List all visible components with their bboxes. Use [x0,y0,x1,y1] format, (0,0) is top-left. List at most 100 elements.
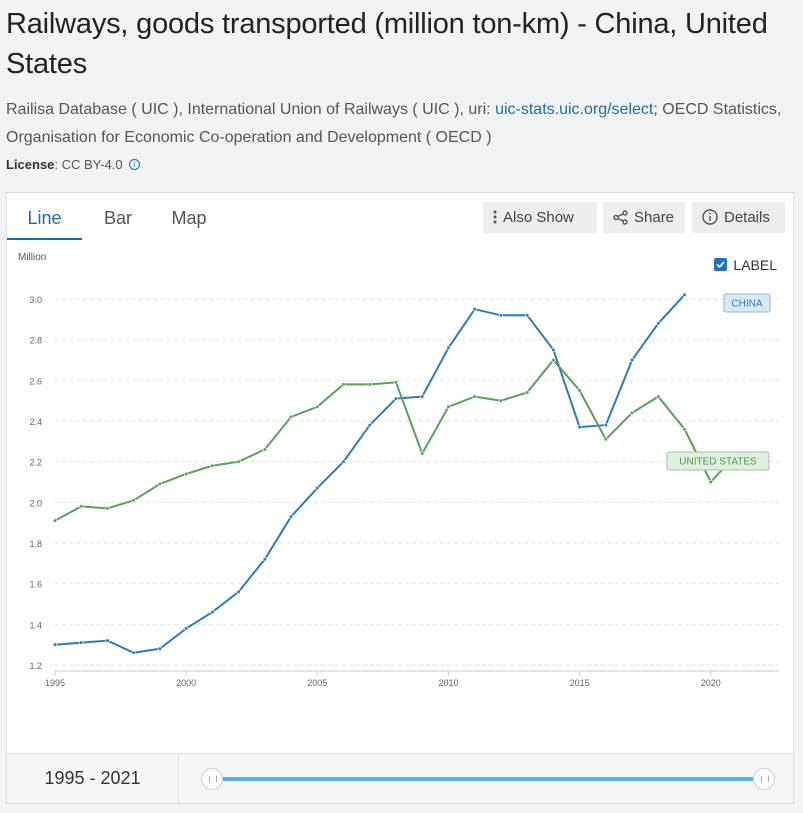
series-label-box [666,451,770,471]
data-point [472,394,477,399]
source-link[interactable]: uic-stats.uic.org/select [495,101,654,118]
data-point [393,380,399,385]
info-circle-icon [702,209,718,225]
tab-line[interactable]: Line [7,193,82,240]
label-toggle-text: LABEL [733,257,777,273]
data-point [577,425,582,430]
y-tick-label: 2.6 [29,376,42,386]
x-tick-label: 2010 [438,678,458,688]
tab-bar[interactable]: Bar [103,208,132,228]
data-point [420,394,425,399]
series-label-text: CHINA [731,299,762,310]
data-point [210,610,215,615]
y-tick-label: 2.8 [29,336,42,346]
data-point [367,422,372,428]
data-point [341,459,346,464]
range-slider-track[interactable] [212,777,764,781]
x-tick-label: 2005 [307,678,327,688]
y-ticks: 1.2 1.4 1.6 1.8 2.0 2.2 2.4 2.6 2.8 3.0 [29,295,42,671]
data-point [341,382,346,387]
series-line-china [54,294,686,654]
data-point [393,396,399,401]
data-point [420,451,425,456]
data-point [315,404,320,409]
range-end-handle[interactable] [753,768,775,790]
x-tick-label: 2000 [176,678,196,688]
data-point [262,557,267,562]
data-point [498,313,504,318]
source-suffix: ; OECD Statistics, Organisation for Econ… [6,101,782,146]
range-footer: 1995 - 2021 [7,753,793,803]
also-show-label: Also Show [503,209,574,226]
info-icon[interactable]: i [128,159,140,171]
source-text: Railisa Database ( UIC ), International … [6,96,786,152]
data-point [52,518,58,523]
label-toggle[interactable]: LABEL [714,257,777,273]
data-point [79,640,84,645]
y-tick-label: 1.2 [29,661,42,671]
series-labels: CHINA UNITED STATES [666,293,771,471]
checkbox-checked-icon[interactable] [714,257,728,271]
data-point [708,479,713,485]
tab-map[interactable]: Map [171,208,207,228]
page-title: Railways, goods transported (million ton… [6,8,768,80]
year-range: 1995 - 2021 [7,754,179,803]
data-point [551,357,556,363]
x-tick-label: 2020 [701,678,721,688]
data-point [210,463,215,468]
data-point [131,498,136,503]
data-point [603,422,608,428]
data-point [157,481,163,487]
chart-card: Line Bar Map Also Show Share Details LAB… [6,192,794,804]
data-point [551,347,556,352]
data-point [236,589,241,594]
data-point [184,626,189,631]
series-label-text: UNITED STATES [679,457,757,468]
share-icon [613,209,628,225]
line-chart: Million 1.2 1.4 1.6 1.8 2.0 2.2 2.4 2.6 2.8 3.0 1… [18,252,779,688]
data-point [52,642,58,647]
data-point [525,390,530,395]
gridlines [55,298,779,672]
data-point [131,650,136,655]
data-point [79,504,84,509]
data-point [656,321,661,326]
range-start-handle[interactable] [201,768,223,790]
data-point [446,345,451,350]
y-tick-label: 1.6 [29,580,42,590]
more-vertical-icon [493,210,497,224]
share-label: Share [634,209,675,226]
series-label: UNITED STATES [666,451,770,471]
x-tick-label: 2015 [570,678,590,688]
y-tick-label: 2.0 [29,498,42,508]
y-tick-label: 1.4 [29,620,42,630]
data-point [157,646,163,651]
series-label-box [723,293,771,313]
data-point [288,414,294,420]
data-point [367,382,372,387]
data-point [105,506,110,511]
data-point [288,514,294,519]
data-point [315,486,320,491]
license-label: License [6,157,55,172]
details-button[interactable]: Details [692,202,785,233]
data-point [603,437,608,442]
data-point [577,388,582,393]
data-point [236,459,241,464]
data-point [682,292,687,298]
also-show-button[interactable]: Also Show [483,202,597,233]
y-tick-label: 2.4 [29,417,42,427]
license-value: : CC BY-4.0 [54,157,123,172]
data-point [262,447,267,452]
data-point [184,471,189,476]
series-label: CHINA [723,293,771,313]
y-axis-label: Million [18,252,46,263]
data-point [682,427,687,432]
data-point [472,307,477,312]
x-tick-label: 1995 [45,678,65,688]
data-point [629,410,635,415]
source-prefix: Railisa Database ( UIC ), International … [6,101,496,118]
data-point [105,638,110,643]
share-button[interactable]: Share [603,202,685,233]
series-points [52,292,740,655]
